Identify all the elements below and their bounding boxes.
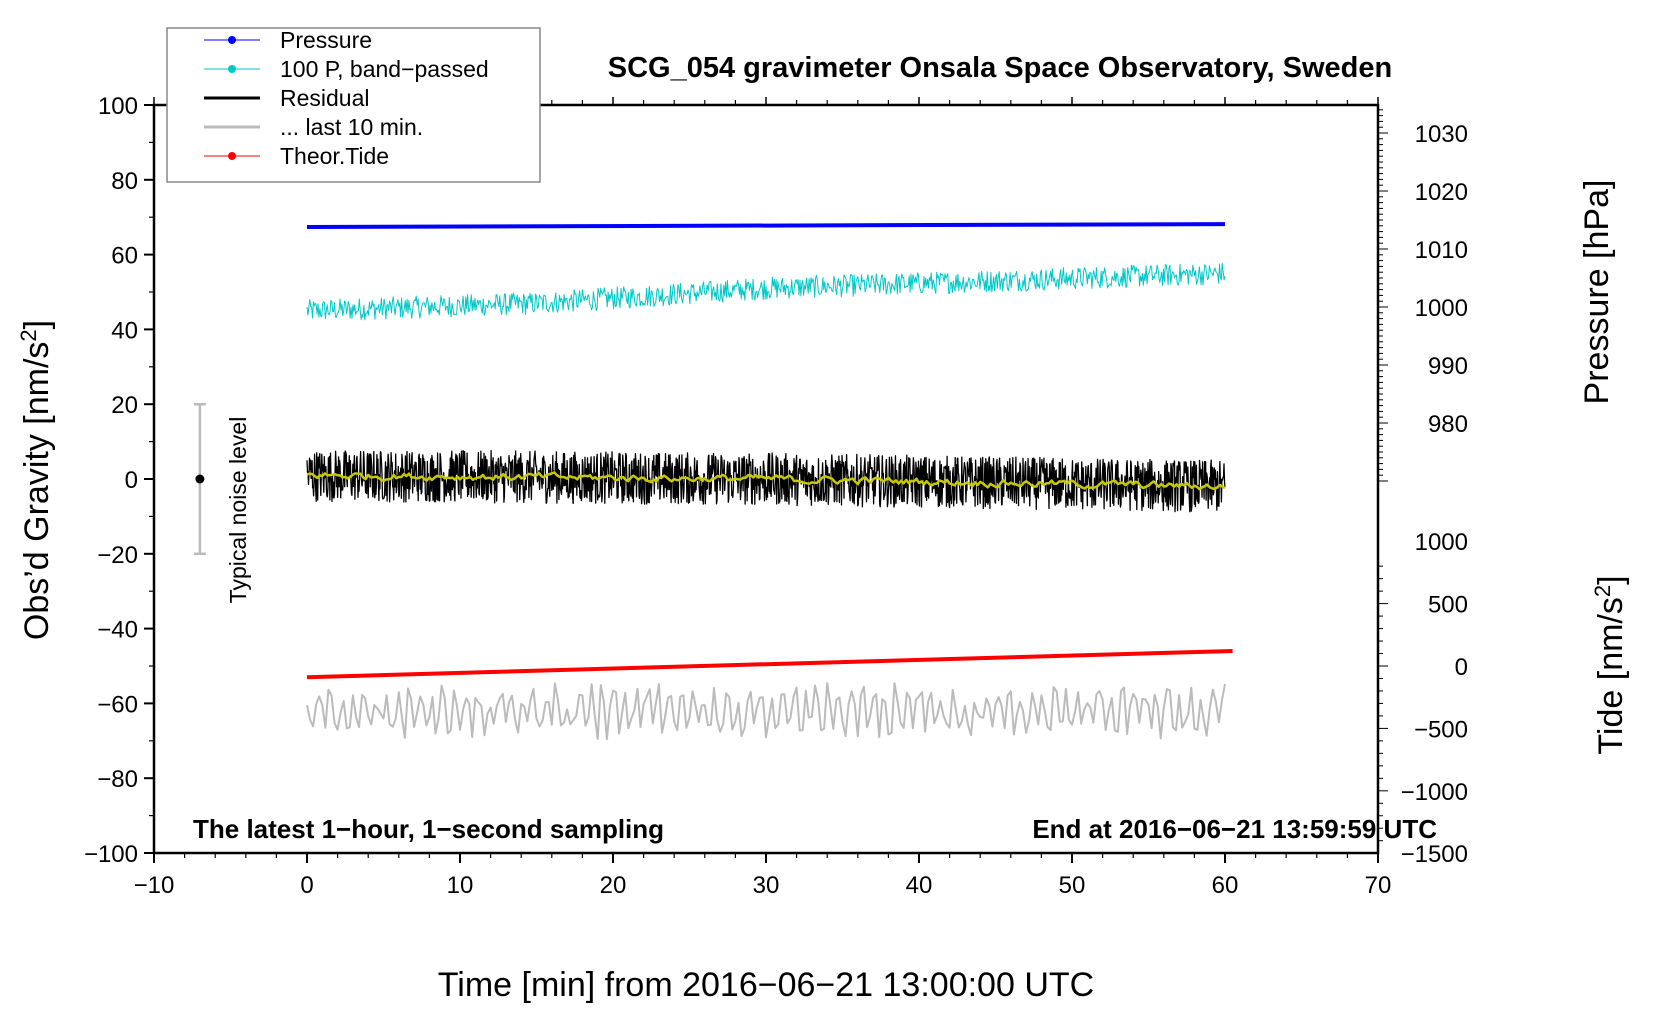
x-tick-label: 0: [300, 872, 313, 899]
x-tick-label: 50: [1059, 872, 1086, 899]
pressure-tick-label: 1020: [1415, 179, 1468, 206]
y-tick-label: −40: [97, 617, 138, 644]
legend-label: Pressure: [280, 27, 372, 53]
series-residual-smoothed: [306, 471, 1226, 491]
legend-entry: ... last 10 min.: [204, 114, 423, 140]
legend-marker-icon: [228, 152, 236, 160]
y-tick-label: 20: [111, 392, 138, 419]
chart-title: SCG_054 gravimeter Onsala Space Observat…: [608, 52, 1392, 84]
y-axis-label-pressure: Pressure [hPa]: [1578, 180, 1616, 405]
tide-tick-label: 0: [1455, 654, 1468, 681]
x-axis-label: Time [min] from 2016−06−21 13:00:00 UTC: [438, 966, 1094, 1004]
y-tick-label: 80: [111, 168, 138, 195]
y-tick-label: −100: [84, 841, 138, 868]
x-tick-label: 70: [1365, 872, 1392, 899]
legend-entry: Residual: [204, 85, 370, 111]
legend-label: 100 P, band−passed: [280, 56, 489, 82]
legend-marker-icon: [228, 36, 236, 44]
y-axis-label-tide: Tide [nm/s2]: [1590, 575, 1630, 754]
annotation-end-time: End at 2016−06−21 13:59:59 UTC: [1032, 814, 1437, 844]
legend-entry: Theor.Tide: [204, 143, 389, 169]
y-tick-label: 40: [111, 317, 138, 344]
x-tick-label: −10: [134, 872, 175, 899]
pressure-tick-label: 980: [1428, 411, 1468, 438]
series-residual: [306, 449, 1226, 513]
tide-tick-label: −1000: [1401, 779, 1468, 806]
tide-tick-label: 1000: [1415, 529, 1468, 556]
x-tick-label: 60: [1212, 872, 1239, 899]
tide-tick-label: 500: [1428, 592, 1468, 619]
x-tick-label: 10: [447, 872, 474, 899]
legend-entry: Pressure: [204, 27, 372, 53]
axes-layer: −10 0 10 20 30 40 50 60 70100806040200−20−40−60−…: [84, 93, 1468, 899]
y-tick-label: −60: [97, 691, 138, 718]
legend: Pressure 100 P, band−passed Residual ... la…: [166, 27, 541, 183]
series-pressure: [306, 222, 1226, 229]
noise-level-dot: [195, 474, 205, 484]
tide-tick-label: −1500: [1401, 841, 1468, 868]
x-tick-label: 40: [906, 872, 933, 899]
series-layer: [306, 222, 1233, 741]
legend-label: Theor.Tide: [280, 143, 389, 169]
x-tick-label: 20: [600, 872, 627, 899]
pressure-tick-label: 1000: [1415, 295, 1468, 322]
series-theor-tide: [306, 649, 1233, 680]
y-tick-label: 100: [98, 93, 138, 120]
pressure-tick-label: 1010: [1415, 237, 1468, 264]
x-tick-label: 30: [753, 872, 780, 899]
annotation-sampling: The latest 1−hour, 1−second sampling: [193, 814, 664, 844]
noise-level-indicator: Typical noise level: [193, 402, 251, 604]
series-100-p-band-passed: [306, 262, 1226, 321]
noise-level-label: Typical noise level: [225, 417, 251, 604]
legend-entry: 100 P, band−passed: [204, 56, 489, 82]
y-tick-label: 0: [125, 467, 138, 494]
legend-label: ... last 10 min.: [280, 114, 423, 140]
legend-label: Residual: [280, 85, 370, 111]
legend-marker-icon: [228, 65, 236, 73]
pressure-tick-label: 990: [1428, 353, 1468, 380]
tide-tick-label: −500: [1414, 716, 1468, 743]
y-tick-label: 60: [111, 243, 138, 270]
series--last-10-min-: [306, 682, 1226, 741]
y-tick-label: −80: [97, 766, 138, 793]
y-tick-label: −20: [97, 542, 138, 569]
y-axis-label-left: Obs’d Gravity [nm/s2]: [16, 320, 56, 640]
pressure-tick-label: 1030: [1415, 121, 1468, 148]
